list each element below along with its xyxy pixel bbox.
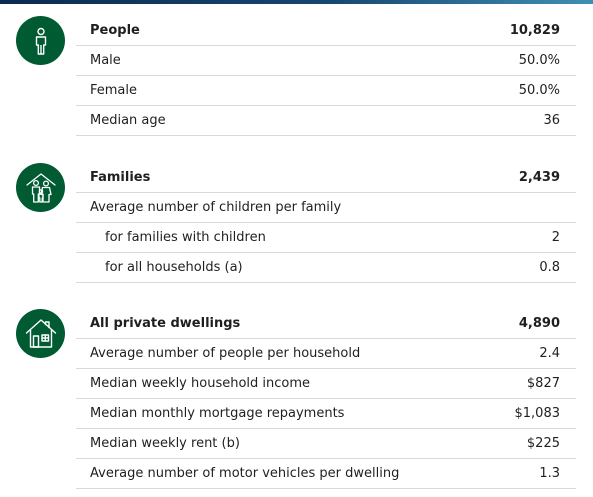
people-per-household-row: Average number of people per household 2…	[76, 339, 576, 369]
family-icon	[16, 163, 65, 212]
top-accent-bar	[0, 0, 593, 4]
row-label: Average number of motor vehicles per dwe…	[90, 466, 400, 481]
row-value: 0.8	[539, 260, 560, 275]
row-label: for families with children	[105, 230, 266, 245]
row-value: $225	[526, 436, 560, 451]
row-label: Median monthly mortgage repayments	[90, 406, 345, 421]
row-label: Median age	[90, 113, 166, 128]
row-value: 2,439	[518, 170, 560, 185]
row-label: Female	[90, 83, 138, 98]
row-label: Families	[90, 170, 151, 185]
male-row: Male 50.0%	[76, 46, 576, 76]
all-households-row: for all households (a) 0.8	[76, 253, 576, 283]
row-value: 36	[543, 113, 560, 128]
row-label: Male	[90, 53, 121, 68]
people-total-row: People 10,829	[76, 16, 576, 46]
row-label: All private dwellings	[90, 316, 241, 331]
row-label: for all households (a)	[105, 260, 243, 275]
row-value: 2	[551, 230, 560, 245]
row-value: $827	[526, 376, 560, 391]
families-with-children-row: for families with children 2	[76, 223, 576, 253]
mortgage-repayments-row: Median monthly mortgage repayments $1,08…	[76, 399, 576, 429]
median-age-row: Median age 36	[76, 106, 576, 136]
female-row: Female 50.0%	[76, 76, 576, 106]
row-label: People	[90, 23, 140, 38]
row-label: Average number of people per household	[90, 346, 361, 361]
dwellings-total-row: All private dwellings 4,890	[76, 309, 576, 339]
row-label: Median weekly rent (b)	[90, 436, 240, 451]
row-value: 2.4	[539, 346, 560, 361]
families-total-row: Families 2,439	[76, 163, 576, 193]
avg-children-row: Average number of children per family	[76, 193, 576, 223]
row-label: Average number of children per family	[90, 200, 342, 215]
motor-vehicles-row: Average number of motor vehicles per dwe…	[76, 459, 576, 489]
row-label: Median weekly household income	[90, 376, 311, 391]
household-income-row: Median weekly household income $827	[76, 369, 576, 399]
row-value: 50.0%	[518, 53, 560, 68]
weekly-rent-row: Median weekly rent (b) $225	[76, 429, 576, 459]
row-value: 50.0%	[518, 83, 560, 98]
row-value: 4,890	[518, 316, 560, 331]
row-value: 1.3	[539, 466, 560, 481]
person-icon	[16, 16, 65, 65]
house-icon	[16, 309, 65, 358]
row-value: $1,083	[514, 406, 561, 421]
row-value: 10,829	[509, 23, 560, 38]
